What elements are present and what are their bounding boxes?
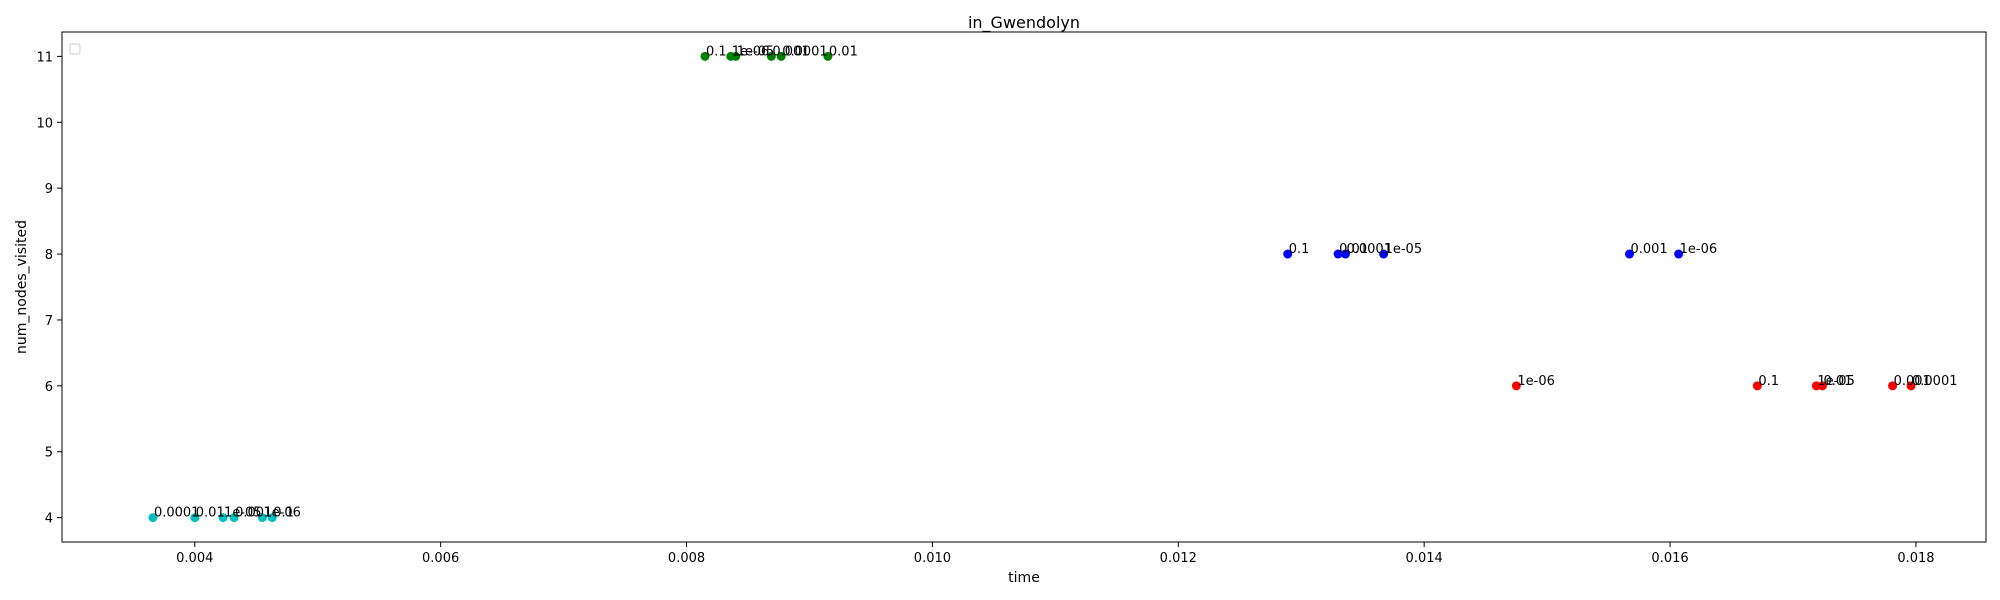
scatter-point: [148, 513, 158, 523]
y-tick-label: 7: [45, 314, 53, 329]
point-label: 0.1: [1758, 374, 1779, 389]
y-axis-label: num_nodes_visited: [14, 220, 30, 354]
x-tick-label: 0.004: [176, 551, 213, 566]
scatter-point: [1340, 249, 1350, 259]
scatter-point: [731, 51, 741, 61]
point-label: 1e-05: [1817, 374, 1855, 389]
point-label: 1e-06: [263, 506, 301, 521]
legend-box: [69, 43, 81, 55]
scatter-point: [776, 51, 786, 61]
point-label: 0.001: [235, 506, 272, 521]
y-axis-ticks: 4 5 6 7 8 9 10 11: [36, 50, 62, 527]
x-tick-label: 0.012: [1160, 551, 1197, 566]
scatter-point: [1511, 381, 1521, 391]
scatter-point: [218, 513, 228, 523]
y-tick-label: 6: [45, 380, 53, 395]
point-label: 0.01: [1823, 374, 1852, 389]
point-label: 0.0001: [782, 44, 828, 59]
y-tick-label: 4: [45, 512, 53, 527]
scatter-point: [1379, 249, 1389, 259]
scatter-point: [1283, 249, 1293, 259]
scatter-point: [229, 513, 239, 523]
scatter-point: [700, 51, 710, 61]
point-label: 0.01: [829, 44, 858, 59]
point-label: 0.1: [273, 506, 294, 521]
scatter-point: [1906, 381, 1916, 391]
point-label: 1e-05: [224, 506, 262, 521]
x-tick-label: 0.010: [914, 551, 951, 566]
y-tick-label: 5: [45, 446, 53, 461]
x-axis-label: time: [1008, 570, 1040, 586]
point-label: 1e-05: [737, 44, 775, 59]
scatter-point: [267, 513, 277, 523]
x-tick-label: 0.006: [422, 551, 459, 566]
scatter-point: [1752, 381, 1762, 391]
point-label: 1e-06: [1680, 242, 1718, 257]
x-tick-label: 0.014: [1406, 551, 1443, 566]
y-tick-label: 8: [45, 248, 53, 263]
scatter-point: [1624, 249, 1634, 259]
scatter-point: [766, 51, 776, 61]
scatter-point: [257, 513, 267, 523]
point-label: 0.1: [1289, 242, 1310, 257]
chart-title: in_Gwendolyn: [968, 13, 1080, 33]
x-axis-ticks: 0.004 0.006 0.008 0.010 0.012 0.014 0.016 0.018: [176, 542, 1935, 566]
y-tick-label: 10: [36, 116, 53, 131]
x-tick-label: 0.018: [1897, 551, 1934, 566]
point-label: 0.1: [706, 44, 727, 59]
x-tick-label: 0.016: [1651, 551, 1688, 566]
scatter-point: [1674, 249, 1684, 259]
point-label: 0.0001: [1346, 242, 1392, 257]
scatter-point: [1817, 381, 1827, 391]
point-label: 1e-06: [1517, 374, 1555, 389]
point-label: 0.0001: [1912, 374, 1958, 389]
point-label: 1e-06: [732, 44, 770, 59]
scatter-point: [190, 513, 200, 523]
y-tick-label: 11: [36, 50, 53, 65]
point-label: 0.0001: [154, 506, 200, 521]
data-points: [148, 51, 1916, 523]
point-label: 0.001: [1894, 374, 1931, 389]
y-tick-label: 9: [45, 182, 53, 197]
point-label: 0.01: [196, 506, 225, 521]
point-label: 1e-05: [1385, 242, 1423, 257]
point-label: 0.001: [1630, 242, 1667, 257]
point-label: 0.001: [772, 44, 809, 59]
point-label: 0.01: [1339, 242, 1368, 257]
scatter-point: [1888, 381, 1898, 391]
plot-area: [61, 31, 1987, 543]
scatter-point: [823, 51, 833, 61]
x-tick-label: 0.008: [668, 551, 705, 566]
scatter-point: [1333, 249, 1343, 259]
